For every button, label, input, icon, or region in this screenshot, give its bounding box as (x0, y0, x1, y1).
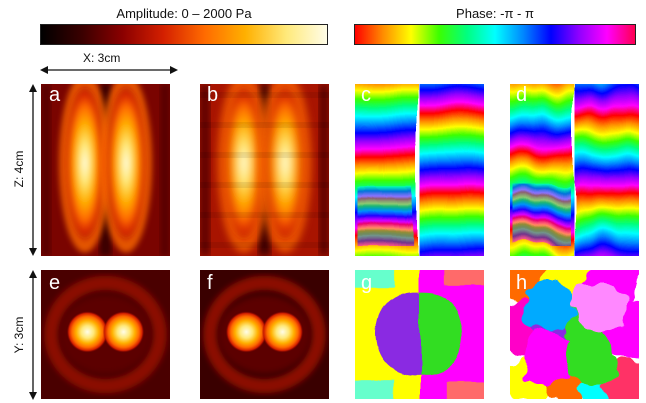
amplitude-colorbar (40, 24, 328, 45)
panel-f-amplitude-xy-measured (200, 270, 329, 399)
panel-label-a: a (49, 84, 61, 106)
x-dimension-label: X: 3cm (83, 51, 121, 65)
panel-label-c: c (361, 84, 371, 106)
panel-label-g: g (361, 272, 373, 294)
phase-colorbar-title: Phase: -π - π (456, 6, 534, 21)
panel-d-phase-xz-measured (510, 84, 639, 256)
panel-e-amplitude-xy-simulated (41, 270, 170, 399)
panel-c-phase-xz-simulated (355, 84, 484, 256)
panel-b-amplitude-xz-measured (200, 84, 329, 256)
y-dimension-arrow (29, 270, 37, 400)
panel-label-d: d (516, 84, 528, 106)
panel-label-f: f (207, 272, 213, 294)
z-dimension-arrow (29, 84, 37, 256)
z-dimension-label: Z: 4cm (12, 150, 26, 188)
panel-a-amplitude-xz-simulated (41, 84, 170, 256)
panel-label-h: h (516, 272, 528, 294)
y-dimension-label: Y: 3cm (12, 316, 26, 354)
panel-g-phase-xy-simulated (355, 270, 484, 399)
panel-label-b: b (207, 84, 219, 106)
panel-label-e: e (49, 272, 61, 294)
amplitude-colorbar-title: Amplitude: 0 – 2000 Pa (116, 6, 252, 21)
x-dimension-arrow (40, 66, 178, 74)
panel-h-phase-xy-measured (510, 270, 639, 399)
phase-colorbar (354, 24, 636, 45)
